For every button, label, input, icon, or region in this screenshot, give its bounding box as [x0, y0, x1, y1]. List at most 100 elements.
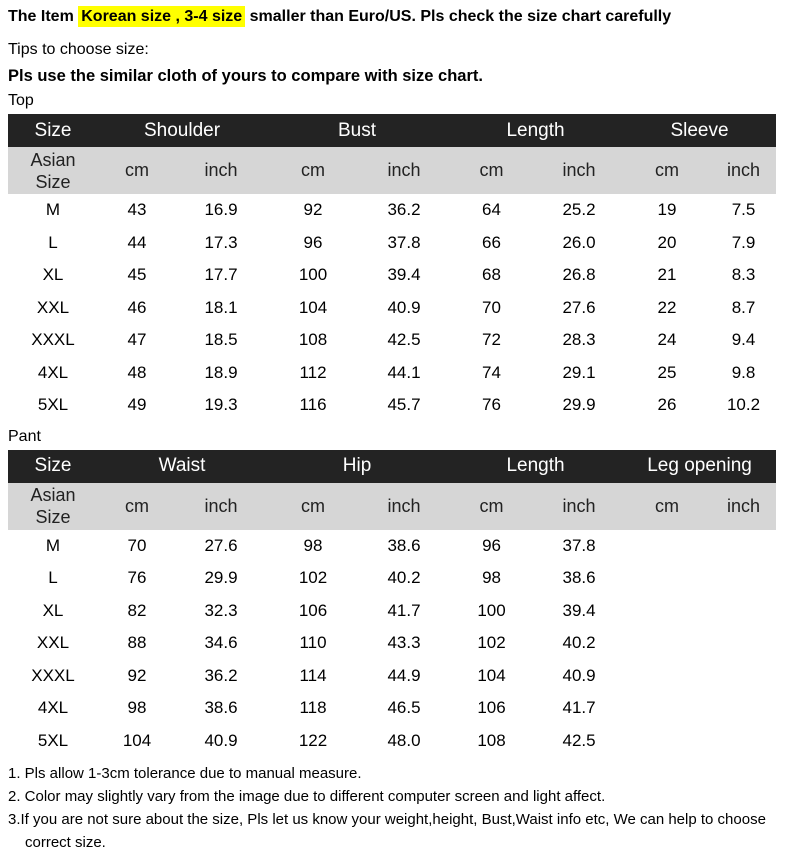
- table-row: 4XL 48 18.9 112 44.1 74 29.1 25 9.8: [8, 357, 776, 390]
- table-row: 5XL 104 40.9 122 48.0 108 42.5: [8, 725, 776, 758]
- value-cell: 8.7: [731, 297, 756, 317]
- table-row: M 70 27.6 98 38.6 96 37.8: [8, 530, 776, 563]
- table-row: M 43 16.9 92 36.2 64 25.2 19 7.5: [8, 194, 776, 227]
- cm-unit-header: cm: [125, 495, 149, 516]
- value-cell: 39.4: [387, 265, 421, 285]
- value-cell: 39.4: [562, 600, 596, 620]
- value-cell: 43.3: [387, 633, 421, 653]
- title-suffix: smaller than Euro/US. Pls check the size…: [245, 8, 672, 25]
- group-header-hip: Hip: [342, 455, 372, 476]
- value-cell: 18.1: [204, 297, 238, 317]
- top-size-table: Size Shoulder Bust Length Sleeve Asian Size…: [8, 114, 777, 422]
- value-cell: 40.2: [562, 633, 596, 653]
- value-cell: 104: [477, 665, 506, 685]
- value-cell: 108: [477, 730, 506, 750]
- value-cell: 118: [299, 698, 327, 718]
- value-cell: [623, 627, 711, 660]
- note-1: 1. Pls allow 1-3cm tolerance due to manu…: [8, 765, 362, 782]
- table-row: L 76 29.9 102 40.2 98 38.6: [8, 562, 776, 595]
- cm-unit-header: cm: [301, 495, 326, 516]
- value-cell: 104: [298, 297, 328, 317]
- value-cell: 20: [657, 232, 677, 252]
- value-cell: 106: [477, 698, 506, 718]
- value-cell: 9.8: [731, 362, 756, 382]
- value-cell: 112: [299, 362, 327, 382]
- value-cell: 45.7: [387, 395, 421, 415]
- value-cell: 40.9: [562, 665, 596, 685]
- value-cell: [623, 595, 711, 628]
- value-cell: 122: [298, 730, 328, 750]
- value-cell: 68: [482, 265, 501, 285]
- size-column-header: Size: [34, 119, 72, 141]
- asian-size-label: Asian Size: [30, 485, 76, 527]
- size-cell: 4XL: [37, 362, 69, 382]
- value-cell: 7.5: [731, 200, 756, 220]
- value-cell: 48.0: [387, 730, 421, 750]
- value-cell: 102: [477, 633, 506, 653]
- value-cell: 42.5: [387, 330, 421, 350]
- value-cell: 42.5: [562, 730, 596, 750]
- value-cell: 66: [482, 232, 501, 252]
- value-cell: 16.9: [204, 200, 238, 220]
- inch-unit-header: inch: [204, 495, 238, 516]
- value-cell: 19: [657, 200, 677, 220]
- value-cell: [711, 562, 776, 595]
- cm-unit-header: cm: [125, 160, 149, 180]
- value-cell: 98: [482, 568, 501, 588]
- value-cell: 8.3: [731, 265, 756, 285]
- table-row: L 44 17.3 96 37.8 66 26.0 20 7.9: [8, 227, 776, 260]
- value-cell: 72: [482, 330, 501, 350]
- value-cell: 116: [299, 395, 327, 415]
- table-row: XXL 88 34.6 110 43.3 102 40.2: [8, 627, 776, 660]
- value-cell: [623, 530, 711, 563]
- table-row: 5XL 49 19.3 116 45.7 76 29.9 26 10.2: [8, 389, 776, 422]
- size-cell: XL: [42, 265, 64, 285]
- value-cell: 41.7: [562, 698, 596, 718]
- value-cell: 32.3: [204, 600, 238, 620]
- table-row: XXXL 47 18.5 108 42.5 72 28.3 24 9.4: [8, 324, 776, 357]
- value-cell: 37.8: [387, 232, 421, 252]
- value-cell: 18.9: [204, 362, 238, 382]
- value-cell: 28.3: [562, 330, 596, 350]
- top-units-row: Asian Size cm inch cm inch cm inch cm inch: [8, 147, 777, 194]
- value-cell: [711, 595, 776, 628]
- value-cell: 29.9: [562, 395, 596, 415]
- asian-size-label: Asian Size: [30, 149, 76, 192]
- inch-unit-header: inch: [387, 160, 421, 180]
- value-cell: 102: [298, 568, 328, 588]
- value-cell: 46: [127, 297, 147, 317]
- value-cell: [711, 660, 776, 693]
- inch-unit-header: inch: [562, 160, 596, 180]
- value-cell: [623, 692, 711, 725]
- pant-units-row: Asian Size cm inch cm inch cm inch cm inch: [8, 482, 777, 530]
- value-cell: [711, 725, 776, 758]
- value-cell: 22: [657, 297, 677, 317]
- value-cell: 36.2: [387, 200, 421, 220]
- value-cell: 26.8: [562, 265, 596, 285]
- value-cell: 41.7: [387, 600, 421, 620]
- group-header-waist: Waist: [158, 455, 206, 476]
- value-cell: 46.5: [387, 698, 421, 718]
- group-header-length: Length: [506, 119, 565, 141]
- value-cell: 38.6: [562, 568, 596, 588]
- size-cell: L: [48, 232, 58, 252]
- value-cell: [623, 660, 711, 693]
- value-cell: 96: [303, 232, 323, 252]
- value-cell: 100: [477, 600, 506, 620]
- value-cell: 38.6: [387, 535, 421, 555]
- table-row: XL 82 32.3 106 41.7 100 39.4: [8, 595, 776, 628]
- size-cell: XL: [42, 600, 64, 620]
- top-table-body: M 43 16.9 92 36.2 64 25.2 19 7.5 L 44 17.3 96 37.8 66 2…: [8, 194, 776, 422]
- value-cell: 100: [298, 265, 328, 285]
- value-cell: 49: [127, 395, 147, 415]
- value-cell: 40.9: [387, 297, 421, 317]
- value-cell: 110: [299, 633, 327, 653]
- inch-unit-header: inch: [204, 160, 238, 180]
- value-cell: 37.8: [562, 535, 596, 555]
- value-cell: 29.9: [204, 568, 238, 588]
- cm-unit-header: cm: [479, 160, 504, 180]
- top-group-header-row: Size Shoulder Bust Length Sleeve: [8, 114, 777, 147]
- table-row: XXL 46 18.1 104 40.9 70 27.6 22 8.7: [8, 292, 776, 325]
- inch-unit-header: inch: [387, 495, 421, 516]
- value-cell: 104: [122, 730, 152, 750]
